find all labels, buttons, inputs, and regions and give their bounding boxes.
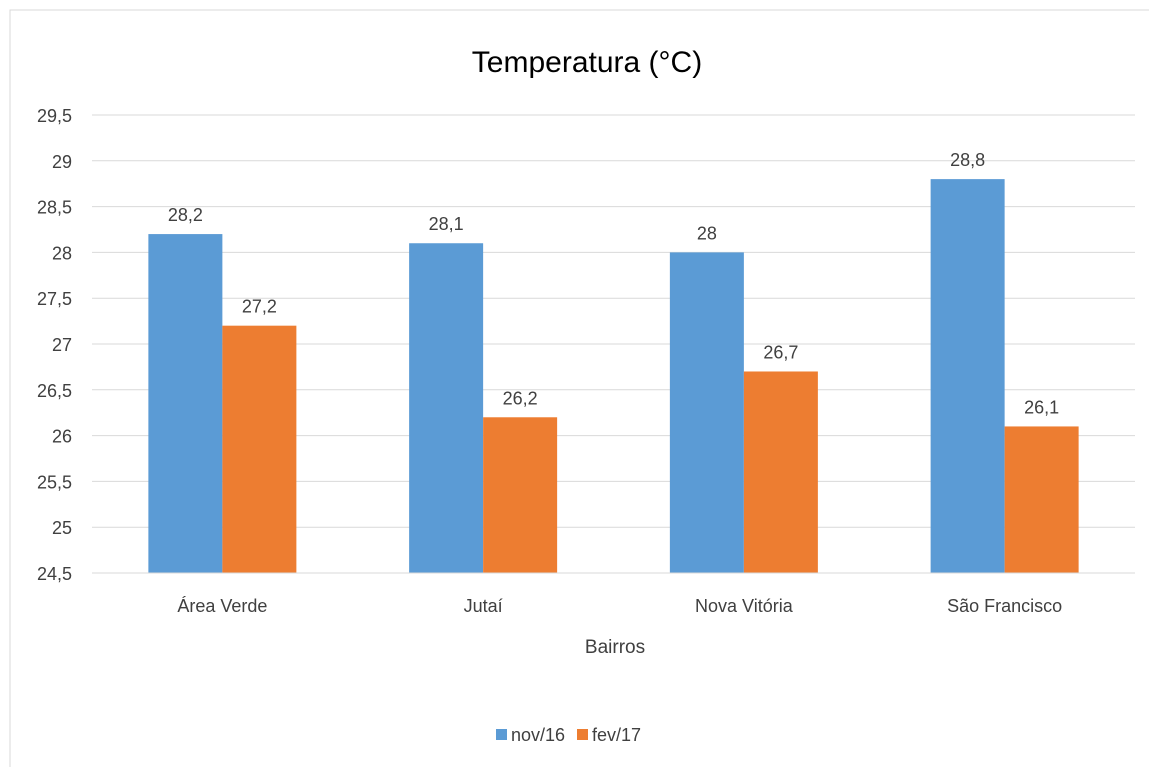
x-axis-title: Bairros [585,637,645,658]
y-tick-label: 29 [52,152,72,172]
bar-series-2 [1004,426,1079,573]
y-tick-label: 26,5 [37,381,72,401]
legend-label: nov/16 [511,725,565,745]
y-tick-label: 25 [52,518,72,538]
data-label: 26,7 [763,342,798,362]
bar-series-2 [743,371,818,573]
y-tick-label: 26 [52,427,72,447]
legend-swatch [496,729,507,740]
bar-series-1 [930,179,1005,573]
legend-label: fev/17 [592,725,641,745]
y-tick-label: 27 [52,335,72,355]
bar-series-1 [148,234,223,573]
bar-series-2 [483,417,558,573]
y-axis-ticks: 24,5 25 25,5 26 26,5 27 27,5 28 28,5 29 29,5 [37,106,72,584]
bar-series-2 [222,325,297,573]
x-tick-label: Jutaí [464,596,503,616]
legend: nov/16 fev/17 [496,725,641,745]
y-tick-label: 27,5 [37,289,72,309]
legend-swatch [577,729,588,740]
bar-series-1 [669,252,744,573]
bars [148,179,1079,574]
data-labels: 28,2 27,2 28,1 26,2 28 26,7 28,8 26,1 [168,150,1059,417]
data-label: 28,2 [168,205,203,225]
y-tick-label: 24,5 [37,564,72,584]
x-tick-label: São Francisco [947,596,1062,616]
y-tick-label: 25,5 [37,472,72,492]
y-tick-label: 29,5 [37,106,72,126]
data-label: 27,2 [242,297,277,317]
y-tick-label: 28,5 [37,198,72,218]
data-label: 28,8 [950,150,985,170]
x-tick-label: Área Verde [177,596,267,616]
x-axis-ticks: Área Verde Jutaí Nova Vitória São Francisco [177,596,1062,616]
data-label: 26,2 [503,388,538,408]
x-tick-label: Nova Vitória [695,596,794,616]
data-label: 28 [697,223,717,243]
chart-title: Temperatura (°C) [472,46,702,79]
y-tick-label: 28 [52,243,72,263]
data-label: 26,1 [1024,397,1059,417]
data-label: 28,1 [429,214,464,234]
bar-series-1 [409,243,484,574]
